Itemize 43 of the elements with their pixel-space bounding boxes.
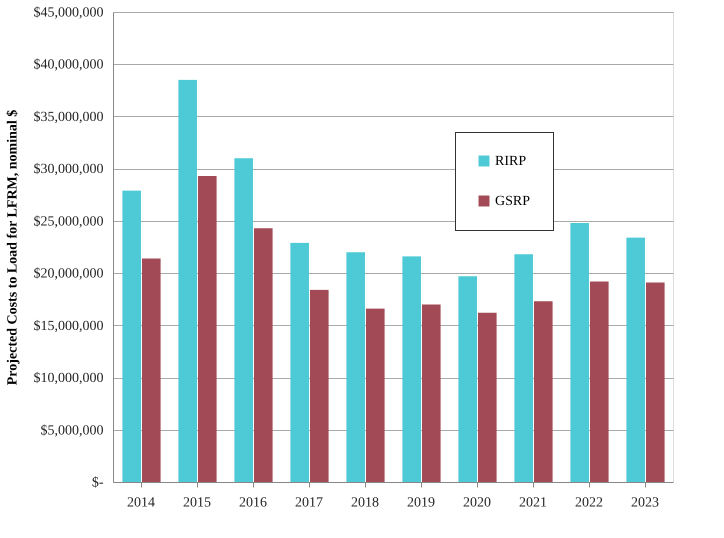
y-tick-label: $- xyxy=(92,476,104,490)
bar xyxy=(478,312,497,482)
x-tick-label: 2018 xyxy=(351,496,379,510)
bar xyxy=(570,222,589,482)
x-tick-label: 2016 xyxy=(239,496,267,510)
y-tick-label: $25,000,000 xyxy=(34,214,104,230)
y-tick-label: $20,000,000 xyxy=(34,266,104,282)
x-tick-label: 2015 xyxy=(183,496,211,510)
y-axis-title: Projected Costs to Load for LFRM, nominal $ xyxy=(6,110,20,386)
bar xyxy=(290,242,309,482)
bar xyxy=(422,304,441,482)
bar xyxy=(534,301,553,482)
x-tick-label: 2022 xyxy=(575,496,603,510)
y-tick-label: $40,000,000 xyxy=(34,58,104,73)
y-tick-label: $10,000,000 xyxy=(34,371,104,386)
bar xyxy=(366,308,385,482)
bar xyxy=(310,290,329,482)
bar xyxy=(122,190,141,482)
y-tick-label: $30,000,000 xyxy=(34,162,104,178)
bar xyxy=(178,80,197,482)
legend-label: RIRP xyxy=(495,154,526,169)
legend-label: GSRP xyxy=(495,194,530,209)
bar xyxy=(346,252,365,482)
x-tick-label: 2020 xyxy=(463,496,491,510)
x-tick-label: 2023 xyxy=(631,496,659,510)
bar xyxy=(198,176,217,482)
bar xyxy=(514,254,533,482)
bar xyxy=(234,158,253,482)
x-tick-label: 2014 xyxy=(127,496,155,510)
bar xyxy=(590,281,609,482)
bar xyxy=(458,276,477,482)
y-tick-label: $5,000,000 xyxy=(40,423,104,438)
y-tick-label: $15,000,000 xyxy=(34,318,104,334)
bar xyxy=(142,258,161,482)
bar xyxy=(402,256,421,482)
y-tick-label: $45,000,000 xyxy=(34,6,104,20)
x-tick-label: 2019 xyxy=(407,496,435,510)
bar xyxy=(626,238,645,482)
x-tick-label: 2021 xyxy=(519,496,547,510)
x-tick-label: 2017 xyxy=(295,496,323,510)
y-tick-label: $35,000,000 xyxy=(34,110,104,125)
bar xyxy=(254,228,273,482)
bar xyxy=(646,282,665,482)
